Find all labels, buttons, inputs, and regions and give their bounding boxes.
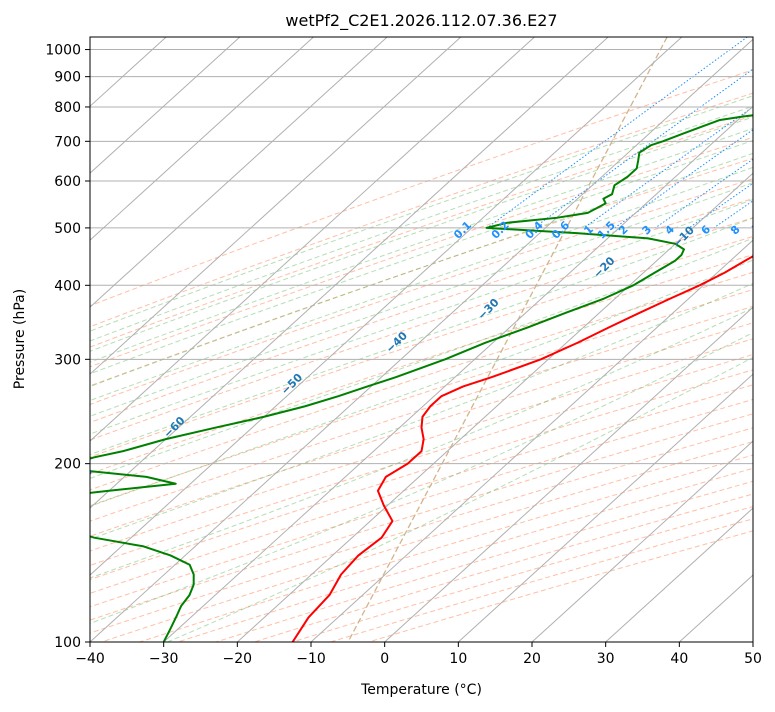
- y-tick-label: 800: [54, 100, 81, 116]
- x-tick-label: 30: [597, 651, 615, 667]
- y-tick-label: 600: [54, 174, 81, 190]
- x-tick-label: −30: [149, 651, 179, 667]
- y-tick-label: 500: [54, 221, 81, 237]
- y-tick-label: 1000: [45, 43, 81, 59]
- x-tick-label: 50: [744, 651, 762, 667]
- y-tick-label: 400: [54, 278, 81, 294]
- x-tick-label: −40: [75, 651, 105, 667]
- y-tick-label: 100: [54, 635, 81, 651]
- x-tick-label: −10: [296, 651, 326, 667]
- x-tick-label: 40: [670, 651, 688, 667]
- chart-title: wetPf2_C2E1.2026.112.07.36.E27: [285, 11, 557, 31]
- x-axis-label: Temperature (°C): [360, 682, 482, 698]
- y-tick-label: 900: [54, 70, 81, 86]
- y-tick-label: 300: [54, 352, 81, 368]
- x-tick-label: 10: [449, 651, 467, 667]
- y-tick-label: 700: [54, 134, 81, 150]
- y-tick-label: 200: [54, 457, 81, 473]
- x-tick-label: 20: [523, 651, 541, 667]
- x-tick-label: 0: [380, 651, 389, 667]
- x-tick-label: −20: [223, 651, 253, 667]
- y-axis-label: Pressure (hPa): [12, 289, 28, 389]
